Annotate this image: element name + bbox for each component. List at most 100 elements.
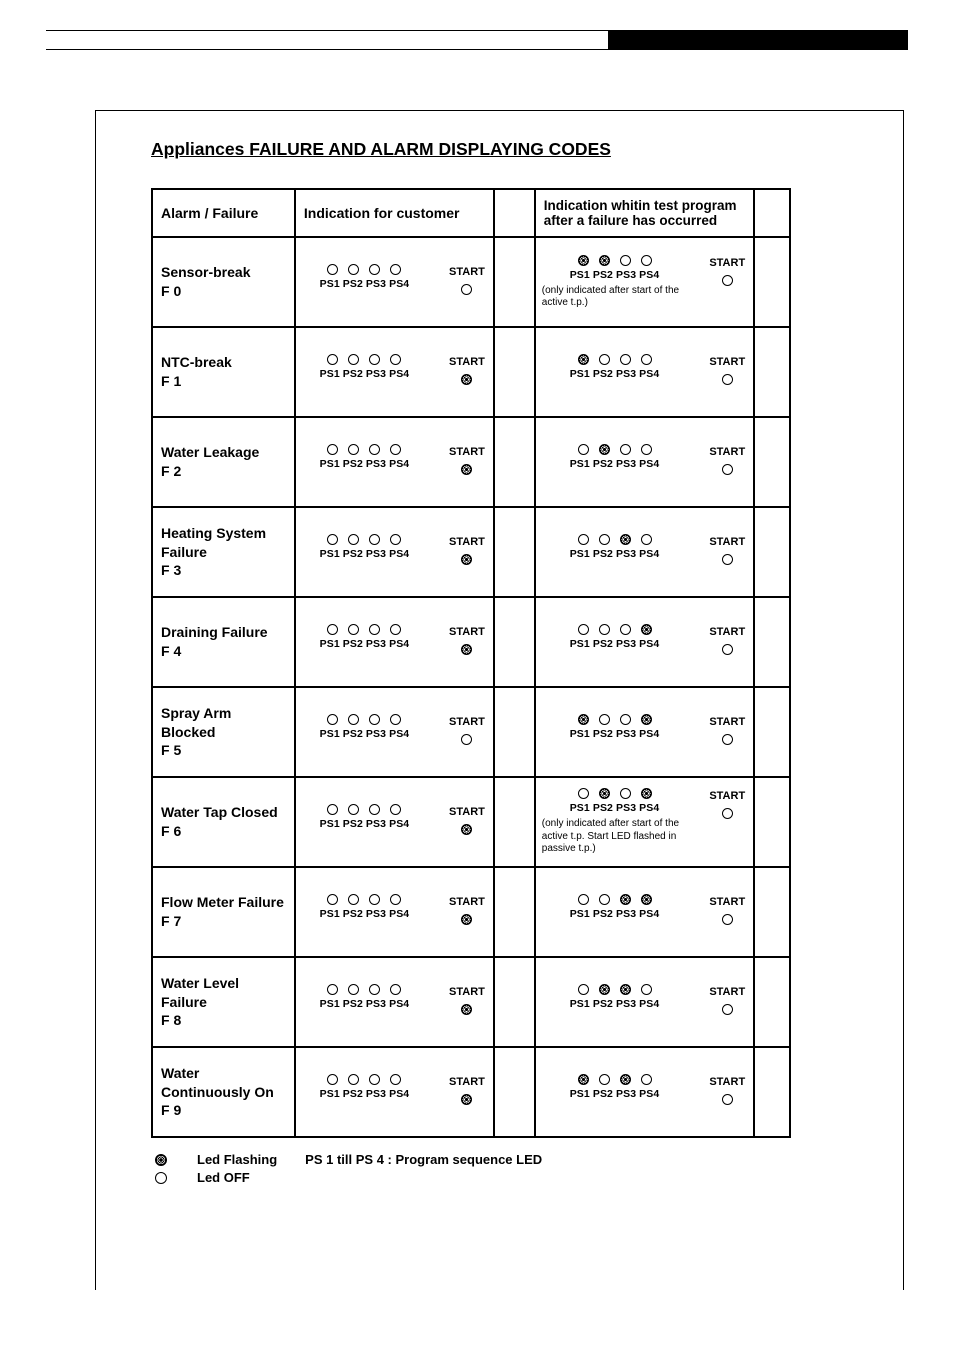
led-off-icon: [369, 984, 380, 995]
indicator: PS1 PS2 PS3 PS4 START: [300, 804, 489, 840]
indicator: PS1 PS2 PS3 PS4 START: [300, 1074, 489, 1110]
led-flash-icon: [461, 824, 472, 835]
test-cell: PS1 PS2 PS3 PS4 (only indicated after st…: [535, 777, 754, 867]
led-flash-icon: [620, 1074, 631, 1085]
indicator: PS1 PS2 PS3 PS4 START: [540, 534, 749, 570]
led-off-icon: [327, 264, 338, 275]
led-off-icon: [369, 1074, 380, 1085]
led-off-icon: [348, 1074, 359, 1085]
legend-flash: Led Flashing: [155, 1152, 277, 1167]
cust-cell: PS1 PS2 PS3 PS4 START: [295, 867, 494, 957]
led-off-icon: [390, 264, 401, 275]
led-off-icon: [369, 264, 380, 275]
led-off-icon: [620, 354, 631, 365]
led-off-icon: [722, 808, 733, 819]
led-off-icon: [390, 354, 401, 365]
led-labels: PS1 PS2 PS3 PS4: [540, 728, 689, 740]
led-off-icon: [722, 734, 733, 745]
page-title: Appliances FAILURE AND ALARM DISPLAYING …: [151, 139, 891, 160]
test-cell: PS1 PS2 PS3 PS4 (only indicated after st…: [535, 237, 754, 327]
th-alarm: Alarm / Failure: [152, 189, 295, 237]
led-off-icon: [599, 894, 610, 905]
page-frame: Appliances FAILURE AND ALARM DISPLAYING …: [95, 110, 904, 1290]
led-off-icon: [348, 354, 359, 365]
led-off-icon: [722, 554, 733, 565]
led-off-icon: [641, 1074, 652, 1085]
start-label: START: [705, 1076, 749, 1088]
led-off-icon: [599, 1074, 610, 1085]
indicator-note: (only indicated after start of the activ…: [540, 285, 689, 310]
led-off-icon: [641, 534, 652, 545]
gap-cell: [494, 417, 535, 507]
led-labels: PS1 PS2 PS3 PS4: [300, 638, 429, 650]
header-rule-left: [46, 31, 608, 50]
led-off-icon: [390, 444, 401, 455]
test-cell: PS1 PS2 PS3 PS4 START: [535, 417, 754, 507]
alarm-name: Flow Meter FailureF 7: [152, 867, 295, 957]
legend: Led Flashing Led OFF PS 1 till PS 4 : Pr…: [151, 1152, 891, 1185]
led-off-icon: [348, 264, 359, 275]
alarm-name: Sensor-breakF 0: [152, 237, 295, 327]
table-row: Draining FailureF 4 PS1 PS2 PS3 PS4 STAR…: [152, 597, 790, 687]
indicator: PS1 PS2 PS3 PS4 START: [300, 534, 489, 570]
gap-cell: [494, 597, 535, 687]
blank-cell: [754, 867, 790, 957]
indicator: PS1 PS2 PS3 PS4 START: [540, 714, 749, 750]
start-label: START: [705, 986, 749, 998]
led-labels: PS1 PS2 PS3 PS4: [300, 548, 429, 560]
led-labels: PS1 PS2 PS3 PS4: [540, 638, 689, 650]
led-off-icon: [620, 624, 631, 635]
led-row: [300, 894, 429, 905]
codes-table: Alarm / Failure Indication for customer …: [151, 188, 791, 1138]
led-row: [540, 1074, 689, 1085]
led-flash-icon: [461, 464, 472, 475]
blank-cell: [754, 597, 790, 687]
led-off-icon: [722, 1004, 733, 1015]
th-gap: [494, 189, 535, 237]
led-off-icon: [390, 624, 401, 635]
led-row: [300, 624, 429, 635]
gap-cell: [494, 687, 535, 777]
led-flash-icon: [461, 374, 472, 385]
led-off-icon: [348, 444, 359, 455]
led-off-icon: [369, 894, 380, 905]
led-row: [540, 534, 689, 545]
led-off-icon: [348, 714, 359, 725]
led-off-icon: [620, 255, 631, 266]
led-row: [300, 534, 429, 545]
gap-cell: [494, 237, 535, 327]
led-off-icon: [578, 624, 589, 635]
legend-flash-label: Led Flashing: [197, 1152, 277, 1167]
led-off-icon: [327, 624, 338, 635]
alarm-name: Water Level FailureF 8: [152, 957, 295, 1047]
start-label: START: [445, 626, 489, 638]
led-row: [300, 1074, 429, 1085]
gap-cell: [494, 327, 535, 417]
led-row: [540, 984, 689, 995]
table-row: Water Continuously OnF 9 PS1 PS2 PS3 PS4…: [152, 1047, 790, 1137]
indicator: PS1 PS2 PS3 PS4 (only indicated after st…: [540, 788, 749, 856]
start-label: START: [445, 356, 489, 368]
start-label: START: [445, 1076, 489, 1088]
led-flash-icon: [641, 894, 652, 905]
cust-cell: PS1 PS2 PS3 PS4 START: [295, 417, 494, 507]
led-off-icon: [722, 914, 733, 925]
led-flash-icon: [641, 624, 652, 635]
led-off-icon: [722, 374, 733, 385]
led-off-icon: [369, 534, 380, 545]
cust-cell: PS1 PS2 PS3 PS4 START: [295, 687, 494, 777]
led-off-icon: [461, 734, 472, 745]
table-row: Water Level FailureF 8 PS1 PS2 PS3 PS4 S…: [152, 957, 790, 1047]
start-label: START: [705, 446, 749, 458]
led-labels: PS1 PS2 PS3 PS4: [300, 818, 429, 830]
led-off-icon: [327, 984, 338, 995]
led-labels: PS1 PS2 PS3 PS4: [540, 1088, 689, 1100]
blank-cell: [754, 417, 790, 507]
start-label: START: [705, 257, 749, 269]
led-flash-icon: [620, 894, 631, 905]
indicator: PS1 PS2 PS3 PS4 START: [540, 984, 749, 1020]
test-cell: PS1 PS2 PS3 PS4 START: [535, 867, 754, 957]
indicator: PS1 PS2 PS3 PS4 START: [300, 354, 489, 390]
blank-cell: [754, 687, 790, 777]
led-labels: PS1 PS2 PS3 PS4: [300, 458, 429, 470]
